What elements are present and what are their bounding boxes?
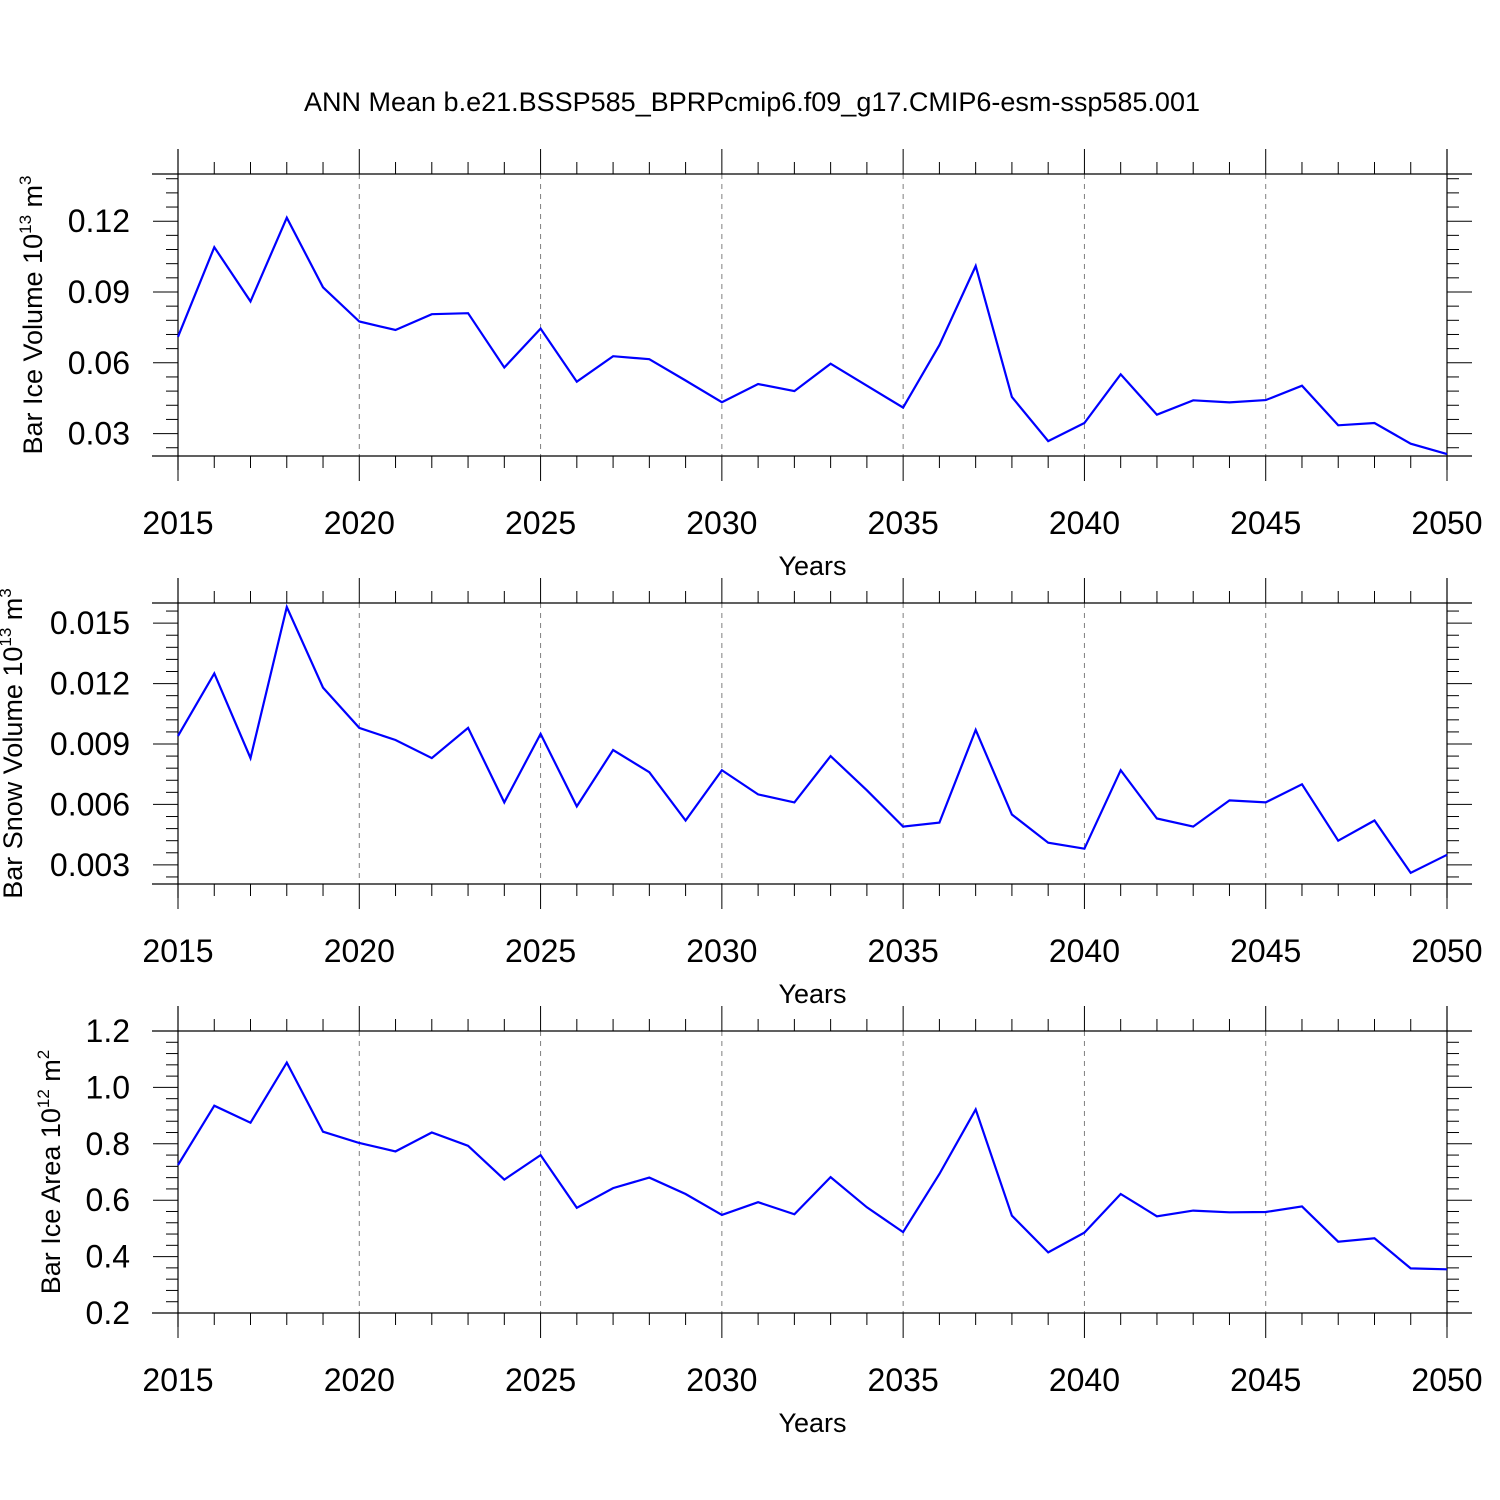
panel-2: 0.003 0.006 0.009 0.012 0.015 2015 2020 2025 203…: [0, 578, 1483, 1009]
x-tick-label: 2035: [868, 933, 939, 969]
x-tick-label: 2040: [1049, 505, 1120, 541]
x-tick-label: 2045: [1230, 1362, 1301, 1398]
x-tick-label: 2045: [1230, 933, 1301, 969]
x-tick-label: 2030: [686, 1362, 757, 1398]
x-tick-label: 2025: [505, 505, 576, 541]
y-tick-label: 0.012: [50, 666, 130, 702]
x-tick-label: 2025: [505, 933, 576, 969]
y-tick-label: 0.06: [68, 345, 130, 381]
chart-title: ANN Mean b.e21.BSSP585_BPRPcmip6.f09_g17…: [304, 87, 1200, 117]
y-tick-label: 0.006: [50, 786, 130, 822]
x-tick-label: 2025: [505, 1362, 576, 1398]
y-tick-label: 1.2: [86, 1013, 130, 1049]
y-tick-label: 0.009: [50, 726, 130, 762]
y-tick-label: 0.03: [68, 416, 130, 452]
x-axis-label: Years: [778, 551, 846, 581]
panel-1: 0.03 0.06 0.09 0.12 2015 2020 2025 2030 2035 2040…: [16, 149, 1483, 581]
y-tick-label: 0.8: [86, 1126, 130, 1162]
y-tick-label: 0.2: [86, 1295, 130, 1331]
y-tick-label: 0.6: [86, 1182, 130, 1218]
series-line: [177, 603, 1448, 875]
series-line: [177, 1060, 1448, 1271]
x-axis-label: Years: [778, 1408, 846, 1438]
x-tick-label: 2050: [1411, 1362, 1482, 1398]
x-tick-label: 2035: [868, 505, 939, 541]
x-tick-label: 2040: [1049, 933, 1120, 969]
x-tick-label: 2020: [324, 1362, 395, 1398]
y-axis-label: Bar Ice Area 1012 m2: [34, 1050, 66, 1295]
y-tick-label: 0.09: [68, 274, 130, 310]
x-tick-label: 2050: [1411, 505, 1482, 541]
x-tick-label: 2015: [142, 1362, 213, 1398]
y-axis-label: Bar Ice Volume 1013 m3: [16, 175, 48, 454]
panels: 0.03 0.06 0.09 0.12 2015 2020 2025 2030 2035 2040…: [0, 149, 1483, 1438]
x-tick-label: 2030: [686, 933, 757, 969]
x-tick-label: 2045: [1230, 505, 1301, 541]
y-tick-label: 0.003: [50, 847, 130, 883]
x-tick-label: 2050: [1411, 933, 1482, 969]
x-tick-label: 2020: [324, 933, 395, 969]
y-tick-label: 0.12: [68, 203, 130, 239]
x-tick-label: 2040: [1049, 1362, 1120, 1398]
x-tick-label: 2015: [142, 933, 213, 969]
x-tick-label: 2015: [142, 505, 213, 541]
x-tick-label: 2035: [868, 1362, 939, 1398]
x-tick-label: 2020: [324, 505, 395, 541]
series-line: [176, 215, 1448, 456]
panel-3: 0.2 0.4 0.6 0.8 1.0 1.2 2015 2020 2025 2030 2035 20…: [34, 1006, 1483, 1438]
y-tick-label: 1.0: [86, 1069, 130, 1105]
y-tick-label: 0.4: [86, 1239, 130, 1275]
y-tick-label: 0.015: [50, 605, 130, 641]
x-tick-label: 2030: [686, 505, 757, 541]
x-axis-label: Years: [778, 979, 846, 1009]
y-axis-label: Bar Snow Volume 1013 m3: [0, 588, 28, 899]
